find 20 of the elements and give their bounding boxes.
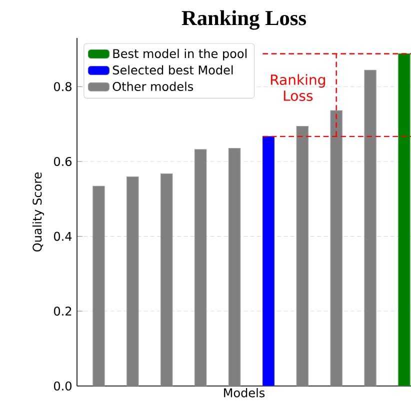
y-tick-label: 0.4 bbox=[54, 232, 72, 241]
bar bbox=[330, 110, 342, 386]
y-tick-label: 0.6 bbox=[54, 156, 72, 166]
bar bbox=[92, 186, 105, 386]
y-tick-label: 0.8 bbox=[54, 82, 72, 92]
annotation: Ranking Loss bbox=[270, 74, 325, 101]
legend-label: Best model in the pool bbox=[113, 48, 246, 60]
chart-title: Ranking Loss bbox=[182, 10, 306, 30]
bar bbox=[364, 70, 376, 386]
bar bbox=[194, 149, 207, 386]
y-axis-title: Quality Score bbox=[32, 172, 44, 252]
bar bbox=[160, 174, 173, 386]
bar bbox=[296, 126, 308, 386]
y-tick-label: 0.2 bbox=[54, 306, 72, 316]
x-axis-title: Models bbox=[224, 388, 265, 398]
legend-label: Other models bbox=[112, 82, 194, 92]
legend-label: Selected best Model bbox=[112, 65, 233, 75]
bar bbox=[228, 148, 241, 386]
y-tick-label: 0.0 bbox=[54, 381, 72, 391]
bar bbox=[126, 176, 139, 386]
